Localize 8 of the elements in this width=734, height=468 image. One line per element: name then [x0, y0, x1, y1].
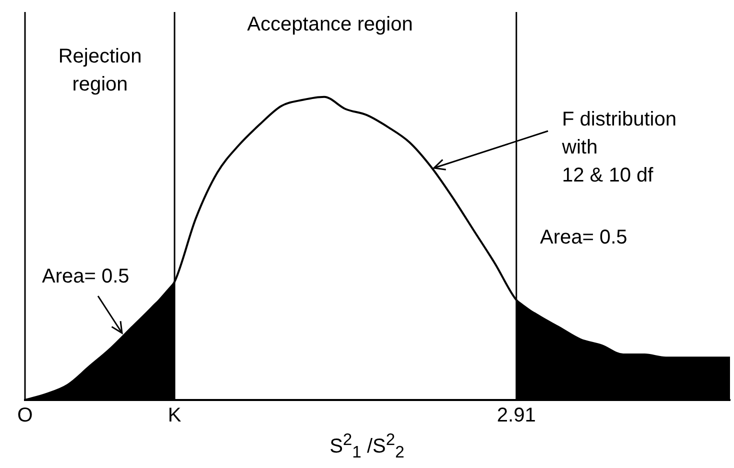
annotation: Area= 0.5: [42, 266, 130, 288]
x-tick-label: O: [17, 404, 33, 427]
x-tick-label: K: [168, 404, 182, 427]
annotation: Area= 0.5: [540, 226, 628, 249]
text: Rejection region: [58, 46, 142, 96]
text: Acceptance region: [247, 14, 413, 36]
annotation: F distribution with 12 & 10 df: [561, 108, 676, 187]
x-tick-label: 2.91: [496, 404, 536, 427]
